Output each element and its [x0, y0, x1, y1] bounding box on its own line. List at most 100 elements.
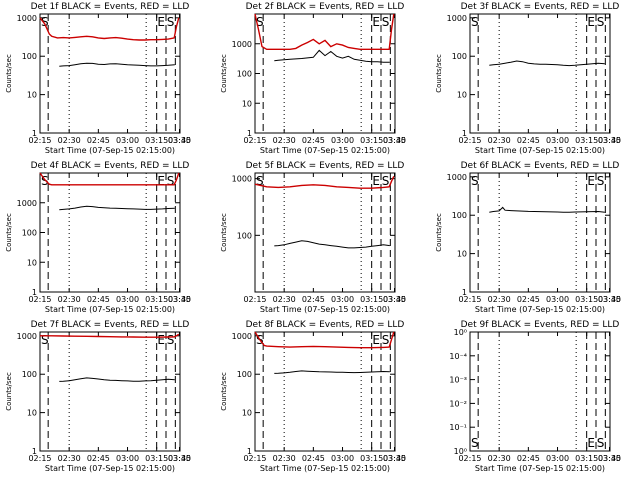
- segment-marker-label: S: [41, 174, 49, 188]
- panel-title: Det 6f BLACK = Events, RED = LLD: [461, 161, 620, 171]
- plot-frame: [469, 13, 611, 134]
- series-events-line: [274, 370, 390, 374]
- x-tick-label: 03:00: [546, 295, 569, 304]
- x-axis-label: Start Time (07-Sep-15 02:15:00): [475, 305, 605, 314]
- segment-marker-label: S: [256, 174, 264, 188]
- x-axis-label: Start Time (07-Sep-15 02:15:00): [475, 146, 605, 155]
- x-tick-label: 02:30: [273, 454, 296, 463]
- x-tick-label: 03:45: [168, 454, 191, 463]
- panel-title: Det 4f BLACK = Events, RED = LLD: [31, 161, 190, 171]
- panel-title: Det 8f BLACK = Events, RED = LLD: [246, 320, 405, 330]
- panel-title: Det 7f BLACK = Events, RED = LLD: [31, 320, 190, 330]
- x-tick-label: 03:15: [145, 295, 168, 304]
- segment-marker-label: S: [382, 174, 390, 188]
- segment-marker-label: S: [597, 174, 605, 188]
- segment-marker-label: S: [597, 15, 605, 29]
- x-tick-label: 03:30: [168, 136, 191, 145]
- segment-marker-label: S: [167, 333, 175, 347]
- series-events-line: [274, 49, 390, 63]
- x-axis-label: Start Time (07-Sep-15 02:15:00): [260, 146, 390, 155]
- panel-title: Det 1f BLACK = Events, RED = LLD: [31, 2, 190, 12]
- series-lld-line: [39, 17, 180, 41]
- y-tick-label: 1: [247, 447, 252, 456]
- segment-marker-label: E: [157, 174, 165, 188]
- segment-marker-label: E: [587, 174, 595, 188]
- series-lld-line: [40, 333, 180, 338]
- x-tick-label: 03:15: [145, 136, 168, 145]
- y-axis-label: Counts/sec: [5, 213, 13, 252]
- x-tick-label: 03:30: [598, 454, 621, 463]
- x-tick-label: 03:15: [360, 295, 383, 304]
- x-tick-label: 03:00: [546, 454, 569, 463]
- series-events-line: [489, 60, 605, 67]
- x-tick-label: 02:15: [458, 295, 481, 304]
- segment-marker-label: S: [382, 333, 390, 347]
- y-tick-label: 1000: [232, 175, 252, 184]
- y-tick-label: 10: [457, 91, 467, 100]
- x-tick-label: 02:30: [488, 295, 511, 304]
- series-events-line: [59, 205, 175, 211]
- y-axis-label: Counts/sec: [435, 54, 443, 93]
- x-tick-label: 03:30: [383, 295, 406, 304]
- y-tick-label: 1: [462, 288, 467, 297]
- x-tick-label: 03:15: [360, 136, 383, 145]
- segment-marker-label: E: [157, 333, 165, 347]
- segment-marker-label: E: [157, 15, 165, 29]
- x-tick-label: 03:00: [546, 136, 569, 145]
- x-tick-label: 02:15: [243, 454, 266, 463]
- y-tick-label: 1000: [17, 332, 37, 341]
- x-tick-label: 03:45: [598, 295, 621, 304]
- x-tick-label: 02:15: [243, 136, 266, 145]
- x-tick-label: 02:15: [458, 454, 481, 463]
- x-tick-label: 03:45: [168, 136, 191, 145]
- plot-frame: [254, 172, 396, 293]
- y-axis-label: Counts/sec: [220, 213, 228, 252]
- segment-marker-label: E: [587, 15, 595, 29]
- x-tick-label: 02:30: [273, 136, 296, 145]
- y-tick-label: 10: [242, 99, 252, 108]
- x-tick-label: 02:45: [302, 295, 325, 304]
- segment-marker-label: S: [41, 15, 49, 29]
- x-tick-label: 03:30: [383, 136, 406, 145]
- series-lld-line: [39, 172, 180, 186]
- x-tick-label: 03:15: [360, 454, 383, 463]
- plot-frame: [254, 13, 396, 134]
- segment-marker-label: S: [597, 436, 605, 450]
- x-tick-label: 02:15: [28, 454, 51, 463]
- x-tick-label: 02:45: [302, 136, 325, 145]
- x-tick-label: 03:00: [116, 136, 139, 145]
- x-axis-label: Start Time (07-Sep-15 02:15:00): [260, 305, 390, 314]
- x-tick-label: 03:15: [575, 454, 598, 463]
- y-axis-label: Counts/sec: [435, 213, 443, 252]
- x-tick-label: 03:45: [168, 295, 191, 304]
- y-tick-label: 1000: [17, 14, 37, 23]
- y-tick-label: 1000: [447, 14, 467, 23]
- panel-title: Det 9f BLACK = Events, RED = LLD: [461, 320, 620, 330]
- x-tick-label: 02:15: [458, 136, 481, 145]
- panel-title: Det 3f BLACK = Events, RED = LLD: [461, 2, 620, 12]
- segment-marker-label: S: [382, 15, 390, 29]
- y-tick-label: 100: [452, 52, 467, 61]
- x-tick-label: 02:30: [273, 295, 296, 304]
- y-tick-label: 10⁰: [454, 328, 467, 337]
- x-tick-label: 02:30: [58, 295, 81, 304]
- x-tick-label: 03:45: [383, 454, 406, 463]
- x-tick-label: 03:15: [575, 295, 598, 304]
- y-tick-label: 100: [237, 370, 252, 379]
- y-tick-label: 10: [457, 250, 467, 259]
- y-axis-label: Counts/sec: [220, 372, 228, 411]
- y-tick-label: 1: [462, 129, 467, 138]
- x-tick-label: 02:45: [87, 136, 110, 145]
- x-tick-label: 02:45: [517, 136, 540, 145]
- x-tick-label: 02:15: [28, 136, 51, 145]
- series-events-line: [489, 206, 605, 213]
- x-tick-label: 02:45: [87, 454, 110, 463]
- y-tick-label: 10: [27, 409, 37, 418]
- y-tick-label: 100: [22, 229, 37, 238]
